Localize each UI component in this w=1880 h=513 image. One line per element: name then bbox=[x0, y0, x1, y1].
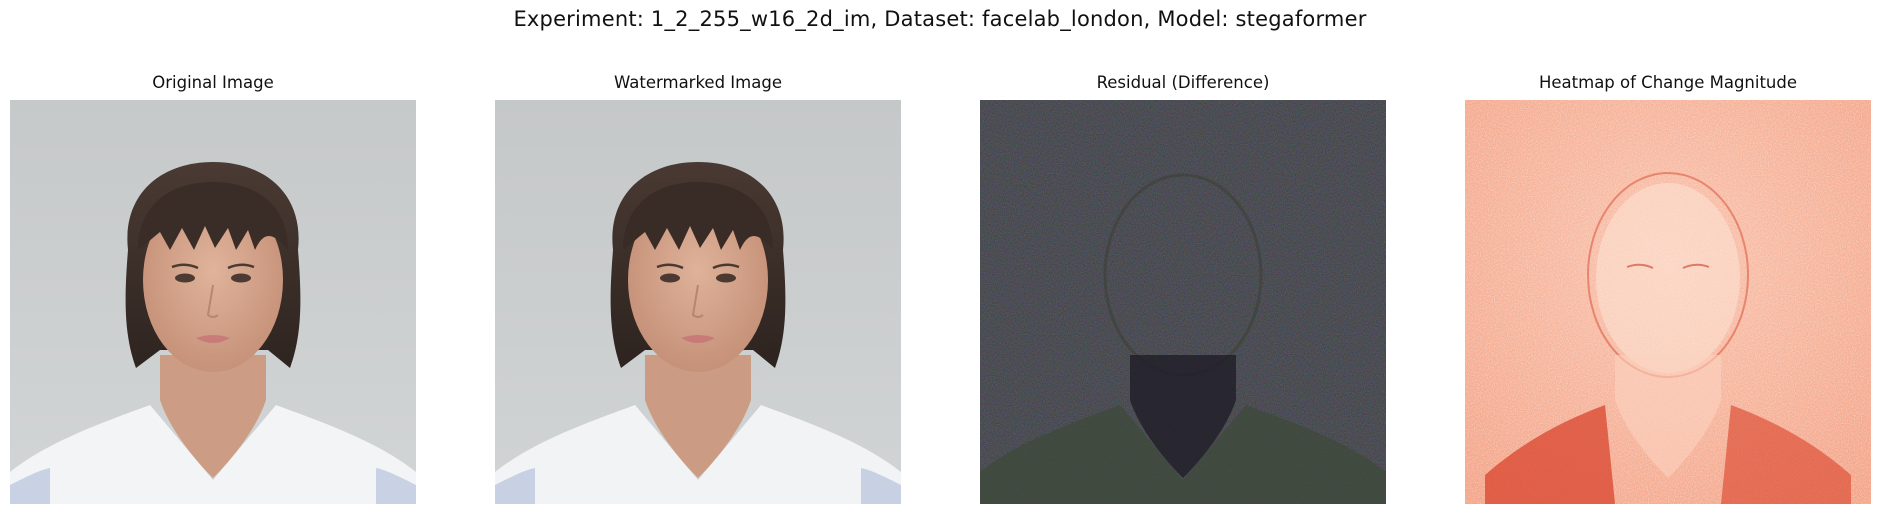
panel-heatmap: Heatmap of Change Magnitude bbox=[1465, 72, 1871, 504]
residual-noise-image bbox=[980, 100, 1386, 504]
panel-original-image: Original Image bbox=[10, 72, 416, 504]
panel-title-watermarked: Watermarked Image bbox=[614, 73, 782, 92]
panel-title-heatmap: Heatmap of Change Magnitude bbox=[1538, 73, 1798, 92]
panel-residual: Residual (Difference) bbox=[980, 72, 1386, 504]
change-magnitude-heatmap bbox=[1465, 100, 1871, 504]
panel-watermarked-image: Watermarked Image bbox=[495, 72, 901, 504]
original-portrait-image bbox=[10, 100, 416, 504]
figure-title: Experiment: 1_2_255_w16_2d_im, Dataset: … bbox=[513, 7, 1367, 31]
watermarked-portrait-image bbox=[495, 100, 901, 504]
panel-title-original: Original Image bbox=[152, 73, 274, 92]
panel-title-residual: Residual (Difference) bbox=[1096, 73, 1270, 92]
